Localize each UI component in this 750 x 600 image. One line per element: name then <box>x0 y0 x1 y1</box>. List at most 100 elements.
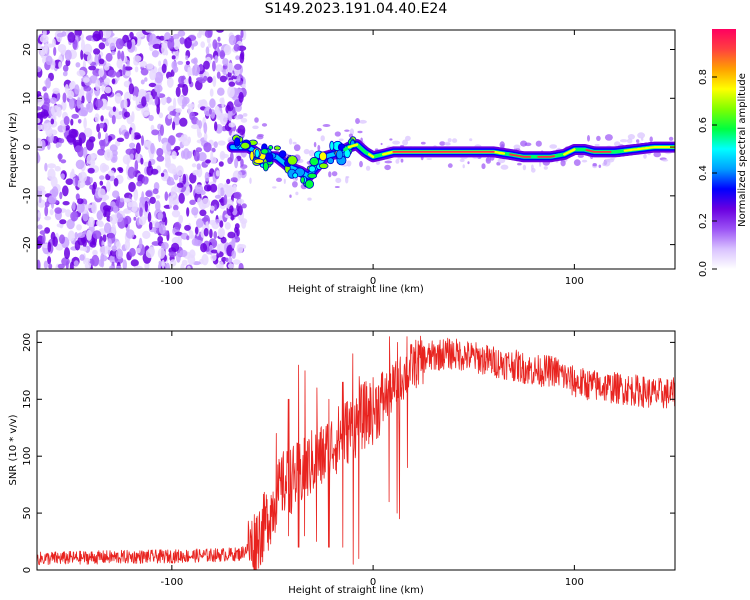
spectrogram-noise-cell <box>172 200 177 206</box>
spectrogram-noise-cell <box>184 224 191 231</box>
spectrogram-noise-cell <box>126 39 132 50</box>
spectrogram-noise-cell <box>155 200 161 212</box>
spectrogram-ridge-core <box>367 153 375 158</box>
spectrogram-noise-cell <box>225 186 233 197</box>
spectrogram-noise-cell <box>58 153 62 162</box>
spectrogram-halo-cell <box>256 143 262 146</box>
spectrogram-halo-cell <box>420 141 426 145</box>
spectrogram-noise-cell <box>145 30 155 33</box>
spectrogram-noise-cell <box>136 180 143 187</box>
spectrogram-noise-cell <box>156 86 160 98</box>
spectrogram-noise-cell <box>64 84 69 94</box>
spectrogram-noise-cell <box>71 201 76 211</box>
spectrogram-marks <box>37 30 675 269</box>
spectrogram-frame <box>36 29 676 270</box>
spectrogram-noise-cell <box>172 121 176 131</box>
spectrogram-noise-cell <box>217 186 221 198</box>
spectrogram-noise-cell <box>169 259 177 267</box>
spectrogram-noise-cell <box>98 58 105 65</box>
spectrogram-halo-cell <box>261 123 268 127</box>
spectrogram-noise-cell <box>183 148 190 160</box>
spectrogram-noise-cell <box>115 140 121 147</box>
spectrogram-noise-cell <box>109 174 115 182</box>
spectrogram-halo-cell <box>649 136 653 143</box>
spectrogram-noise-cell <box>165 97 172 104</box>
spectrogram-noise-cell <box>164 191 169 201</box>
spectrogram-noise-cell <box>173 204 179 211</box>
spectrogram-ridge-cell <box>300 176 306 184</box>
colorbar-tick-label: 0.8 <box>698 69 709 85</box>
spectrogram-noise-cell <box>157 212 163 220</box>
spectrogram-noise-cell <box>97 131 101 140</box>
spectrogram-noise-cell <box>77 236 86 246</box>
spectrogram-noise-cell <box>241 203 247 209</box>
spectrogram-noise-cell <box>144 77 148 82</box>
spectrogram-noise-cell <box>111 223 116 236</box>
spectrogram-halo-cell <box>292 181 298 188</box>
spectrogram-noise-cell <box>135 31 145 38</box>
spectrogram-noise-cell <box>218 228 225 238</box>
spectrogram-noise-cell <box>240 117 248 123</box>
spectrogram-noise-cell <box>84 262 92 269</box>
spectrogram-noise-cell <box>145 248 155 259</box>
spectrogram-noise-cell <box>220 153 229 159</box>
spectrogram-halo-cell <box>581 159 588 163</box>
spectrogram-noise-cell <box>96 220 100 226</box>
spectrogram-halo-cell <box>543 166 548 170</box>
spectrogram-noise-cell <box>105 132 109 144</box>
spectrogram-noise-cell <box>107 69 117 78</box>
spectrogram-noise-cell <box>172 66 179 73</box>
spectrogram-halo-cell <box>500 164 509 170</box>
spectrogram-noise-cell <box>176 182 184 188</box>
spectrogram-noise-cell <box>56 106 62 118</box>
spectrogram-noise-cell <box>197 131 203 138</box>
spectrogram-noise-cell <box>198 30 203 37</box>
spectrogram-halo-cell <box>395 159 400 164</box>
spectrogram-noise-cell <box>209 183 218 193</box>
spectrogram-noise-cell <box>74 232 78 240</box>
spectrogram-noise-cell <box>230 177 238 183</box>
spectrogram-noise-cell <box>43 260 49 269</box>
spectrogram-noise-cell <box>88 136 96 143</box>
spectrogram-noise-cell <box>198 99 207 105</box>
spectrogram-noise-cell <box>119 197 125 203</box>
spectrogram-noise-cell <box>45 55 53 66</box>
spectrogram-halo-cell <box>295 191 299 196</box>
spectrogram-noise-cell <box>203 75 208 82</box>
spectrogram-noise-cell <box>209 88 214 97</box>
spectrogram-noise-cell <box>59 138 65 144</box>
spectrogram-noise-cell <box>122 259 127 269</box>
spectrogram-halo-cell <box>643 153 647 159</box>
spectrogram-noise-cell <box>111 51 116 56</box>
spectrogram-noise-cell <box>83 117 87 130</box>
spectrogram-noise-cell <box>156 147 164 157</box>
spectrogram-noise-cell <box>133 55 142 63</box>
spectrogram-noise-cell <box>76 202 85 214</box>
spectrogram-noise-cell <box>152 43 162 50</box>
spectrogram-noise-cell <box>65 178 74 185</box>
spectrogram-noise-cell <box>81 95 85 104</box>
snr-y-tick-label: 150 <box>22 390 33 409</box>
spectrogram-noise-cell <box>107 238 112 248</box>
spectrogram-noise-cell <box>125 148 135 155</box>
spectrogram-noise-cell <box>148 160 152 169</box>
spectrogram-ridge-cell <box>253 158 265 164</box>
spectrogram-noise-cell <box>140 157 144 165</box>
spectrogram-noise-cell <box>77 119 82 124</box>
spectrogram-noise-cell <box>115 71 121 78</box>
spectrogram-noise-cell <box>203 142 212 153</box>
spectrogram-noise-cell <box>87 167 95 174</box>
snr-x-tick-label: 100 <box>565 577 584 588</box>
spectrogram-noise-cell <box>50 118 55 125</box>
spectrogram-noise-cell <box>83 77 90 83</box>
spectrogram-noise-cell <box>205 46 210 55</box>
spectrogram-noise-cell <box>215 64 223 72</box>
spectrogram-noise-cell <box>203 122 208 134</box>
spectrogram-noise-cell <box>104 149 113 161</box>
spectrogram-noise-cell <box>231 250 236 259</box>
spectrogram-noise-cell <box>231 238 236 249</box>
spectrogram-noise-cell <box>196 218 204 228</box>
spectrogram-noise-cell <box>92 30 101 42</box>
spectrogram-noise-cell <box>131 111 135 123</box>
spectrogram-noise-cell <box>89 184 93 190</box>
